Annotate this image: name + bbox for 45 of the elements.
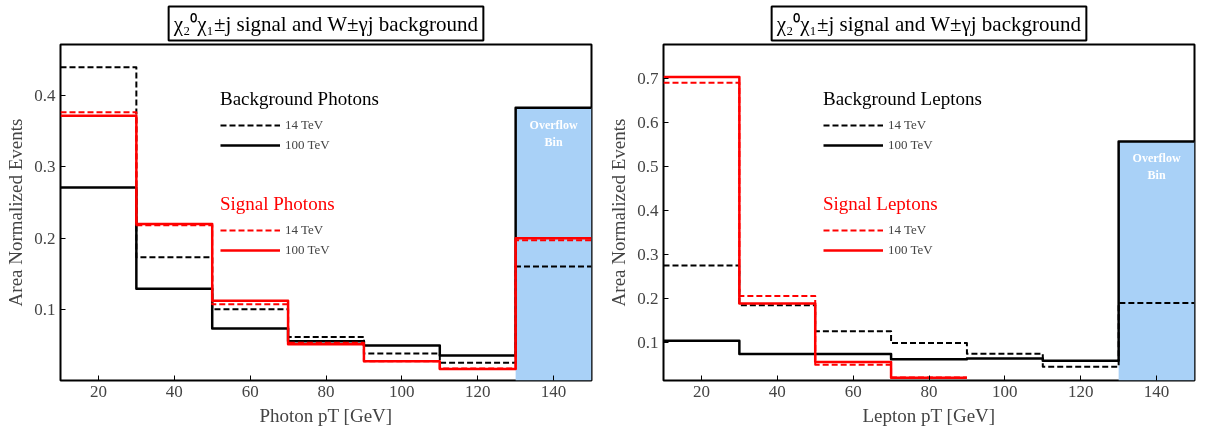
x-tick-label: 100 [389, 381, 415, 401]
x-tick-label: 120 [464, 381, 491, 401]
y-tick-label: 0.6 [637, 112, 659, 132]
annotation: Background Photons [220, 88, 379, 110]
legend-label: 14 TeV [285, 117, 324, 133]
annotation: Background Leptons [823, 88, 982, 110]
chart-title: χ₂⁰χ₁±j signal and W±γj background [775, 11, 1082, 36]
annotation: Signal Photons [220, 193, 335, 215]
x-axis-title: Lepton pT [GeV] [862, 404, 996, 426]
x-axis-title: Photon pT [GeV] [259, 404, 393, 426]
y-tick-label: 0.4 [34, 86, 56, 106]
y-tick-label: 0.4 [637, 201, 659, 221]
x-tick-label: 140 [540, 381, 567, 401]
x-tick-label: 60 [844, 381, 862, 401]
x-tick-label: 40 [768, 381, 786, 401]
x-tick-label: 60 [241, 381, 259, 401]
x-tick-label: 80 [317, 381, 335, 401]
legend-label: 100 TeV [285, 242, 330, 258]
x-tick-label: 20 [692, 381, 710, 401]
y-tick-label: 0.5 [637, 156, 659, 176]
x-tick-label: 20 [89, 381, 107, 401]
x-tick-label: 120 [1067, 381, 1094, 401]
x-tick-label: 100 [992, 381, 1018, 401]
chart-title: χ₂⁰χ₁±j signal and W±γj background [172, 11, 479, 36]
band-label: Overflow Bin [529, 117, 578, 149]
y-tick-label: 0.1 [34, 299, 56, 319]
y-tick-label: 0.2 [637, 289, 659, 309]
legend-label: 14 TeV [888, 117, 927, 133]
y-tick-label: 0.2 [34, 228, 56, 248]
y-axis-title: Area Normalized Events [608, 118, 630, 307]
x-tick-label: 40 [165, 381, 183, 401]
y-tick-label: 0.3 [34, 157, 56, 177]
y-tick-label: 0.3 [637, 245, 659, 265]
annotation: Signal Leptons [823, 193, 938, 215]
legend-label: 14 TeV [888, 222, 927, 238]
legend-label: 100 TeV [888, 242, 933, 258]
legend-label: 100 TeV [285, 137, 330, 153]
legend-label: 14 TeV [285, 222, 324, 238]
x-tick-label: 140 [1143, 381, 1170, 401]
y-axis-title: Area Normalized Events [5, 118, 27, 307]
x-tick-label: 80 [920, 381, 938, 401]
band-label: Overflow Bin [1132, 151, 1181, 183]
y-tick-label: 0.7 [637, 68, 659, 88]
y-tick-label: 0.1 [637, 333, 659, 353]
legend-label: 100 TeV [888, 137, 933, 153]
